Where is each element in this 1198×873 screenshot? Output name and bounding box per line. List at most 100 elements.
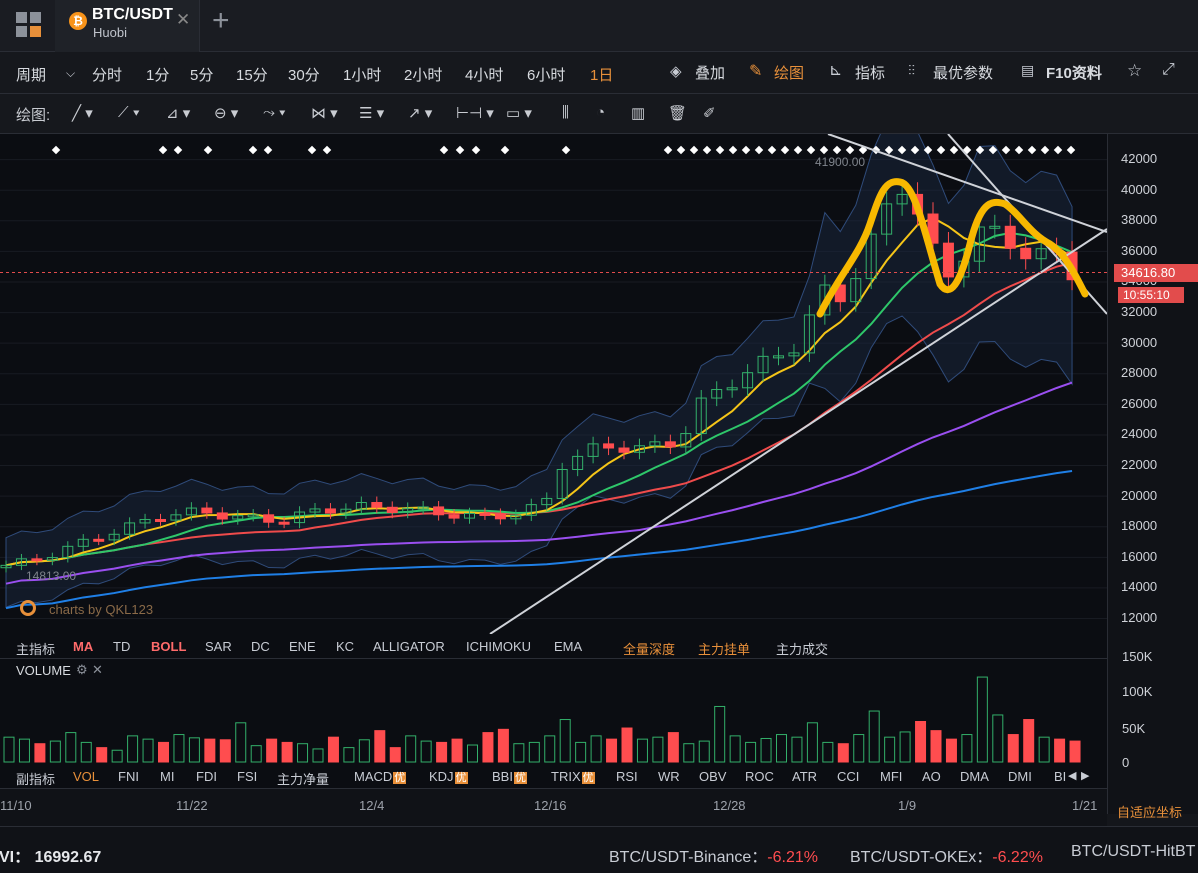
indicator-button[interactable]: 指标 xyxy=(855,65,886,82)
period-2h[interactable]: 2小时 xyxy=(404,67,443,84)
volume-bar xyxy=(853,734,865,763)
fullscreen-icon[interactable]: ⤢ xyxy=(1162,61,1175,78)
eraser-icon[interactable]: ✐ xyxy=(703,105,716,122)
period-1m[interactable]: 1分 xyxy=(146,67,170,84)
sub-indicator-13[interactable]: OBV xyxy=(699,769,726,784)
sub-indicator-1[interactable]: VOL xyxy=(73,769,99,784)
sub-indicator-label: WR xyxy=(658,769,680,784)
y-tick-label: 18000 xyxy=(1121,518,1158,534)
indicator-主力成交[interactable]: 主力成交 xyxy=(776,642,829,657)
y-tick-label: 22000 xyxy=(1121,457,1158,472)
line-tool-icon[interactable]: ╱ ▾ xyxy=(72,105,93,122)
star-icon[interactable]: ☆ xyxy=(1127,61,1143,80)
ticker-okex[interactable]: BTC/USDT-OKEx：-6.22% xyxy=(850,843,1043,867)
volume-chart[interactable] xyxy=(0,658,1107,766)
circle-tool-icon[interactable]: ⊖ ▾ xyxy=(214,105,239,122)
sub-indicator-9[interactable]: BBI 优 xyxy=(492,769,527,785)
indicator-td[interactable]: TD xyxy=(113,639,131,654)
sub-indicator-label: MI xyxy=(160,769,175,784)
indicator-dc[interactable]: DC xyxy=(251,639,270,654)
sub-indicator-16[interactable]: CCI xyxy=(837,769,859,784)
candle-body xyxy=(1020,247,1032,260)
volume-bar xyxy=(374,730,386,763)
sub-indicator-19[interactable]: DMA xyxy=(960,769,989,784)
optimal-params-button[interactable]: 最优参数 xyxy=(933,65,994,82)
indicator-sar[interactable]: SAR xyxy=(205,639,232,654)
indicator-主力挂单[interactable]: 主力挂单 xyxy=(698,642,751,657)
volume-bar xyxy=(34,743,46,763)
overlay-button[interactable]: 叠加 xyxy=(695,65,726,82)
y-tick-label: 42000 xyxy=(1121,151,1158,166)
close-tab-icon[interactable]: ✕ xyxy=(176,10,191,29)
indicator-alligator[interactable]: ALLIGATOR xyxy=(373,639,445,654)
ticker-hitbtc[interactable]: BTC/USDT-HitBT xyxy=(1071,843,1198,861)
sub-indicator-12[interactable]: WR xyxy=(658,769,680,784)
signal-marker xyxy=(471,145,481,155)
period-timeline[interactable]: 分时 xyxy=(92,67,123,84)
draw-button[interactable]: 绘图 xyxy=(774,65,805,82)
period-1h[interactable]: 1小时 xyxy=(343,67,382,84)
y-axis[interactable] xyxy=(1107,134,1198,814)
indicator-ma[interactable]: MA xyxy=(73,639,94,654)
sub-indicator-3[interactable]: MI xyxy=(160,769,174,784)
close-icon[interactable]: ✕ xyxy=(92,662,103,677)
sub-indicator-18[interactable]: AO xyxy=(922,769,941,784)
scroll-left-icon[interactable]: ◀ xyxy=(1068,770,1077,782)
volume-bar xyxy=(219,739,231,763)
sub-indicator-6[interactable]: 主力净量 xyxy=(277,769,329,788)
volume-bar xyxy=(1038,736,1050,763)
volume-bar xyxy=(158,741,169,763)
period-4h[interactable]: 4小时 xyxy=(465,67,504,84)
sub-indicator-20[interactable]: DMI xyxy=(1008,769,1032,784)
period-6h[interactable]: 6小时 xyxy=(527,67,566,84)
sub-indicator-2[interactable]: FNI xyxy=(118,769,139,784)
ray-tool-icon[interactable]: ⟋ ▾ xyxy=(118,104,140,121)
gear-icon[interactable]: ⚙ xyxy=(76,662,88,677)
period-15m[interactable]: 15分 xyxy=(236,67,268,84)
pie-tool-icon[interactable]: ◔ xyxy=(596,104,606,121)
chevron-down-icon[interactable]: ⌵ xyxy=(66,66,76,80)
scroll-right-icon[interactable]: ▶ xyxy=(1081,770,1090,782)
sub-indicator-14[interactable]: ROC xyxy=(745,769,774,784)
sub-indicator-10[interactable]: TRIX 优 xyxy=(551,769,595,785)
sub-indicator-17[interactable]: MFI xyxy=(880,769,902,784)
indicator-全量深度[interactable]: 全量深度 xyxy=(623,642,676,657)
indicator-kc[interactable]: KC xyxy=(336,639,355,654)
bar-tool-icon[interactable]: ▥ xyxy=(631,105,646,122)
sub-indicator-7[interactable]: MACD 优 xyxy=(354,769,407,785)
candle-body xyxy=(263,514,275,523)
path-tool-icon[interactable]: ⤳ ▾ xyxy=(263,104,286,121)
fib-tool-icon[interactable]: ☰ ▾ xyxy=(359,105,385,122)
grid-menu-icon[interactable] xyxy=(16,12,42,38)
comment-tool-icon[interactable]: ▭ ▾ xyxy=(506,105,532,122)
signal-marker xyxy=(1053,145,1063,155)
sub-indicator-8[interactable]: KDJ 优 xyxy=(429,769,468,785)
indicator-ichimoku[interactable]: ICHIMOKU xyxy=(466,639,531,654)
add-tab-icon[interactable]: + xyxy=(212,4,230,37)
sub-indicator-11[interactable]: RSI xyxy=(616,769,638,784)
measure-tool-icon[interactable]: ⊢⊣ ▾ xyxy=(456,105,494,122)
sub-indicator-4[interactable]: FDI xyxy=(196,769,217,784)
sub-indicator-5[interactable]: FSI xyxy=(237,769,257,784)
pattern-tool-icon[interactable]: ⋈ ▾ xyxy=(311,105,338,122)
ticker-binance[interactable]: BTC/USDT-Binance：-6.21% xyxy=(609,843,818,867)
indicator-ema[interactable]: EMA xyxy=(554,639,583,654)
candlestick-chart[interactable] xyxy=(0,134,1107,634)
sub-indicator-21[interactable]: BI xyxy=(1054,769,1066,784)
arrow-tool-icon[interactable]: ↗ ▾ xyxy=(408,105,433,122)
period-30m[interactable]: 30分 xyxy=(288,67,320,84)
f10-button[interactable]: F10资料 xyxy=(1046,65,1102,82)
period-5m[interactable]: 5分 xyxy=(190,67,214,84)
indicator-ene[interactable]: ENE xyxy=(289,639,316,654)
candle-body xyxy=(572,455,584,470)
candle-tool-icon[interactable]: ⫼ xyxy=(562,104,569,121)
sub-indicator-15[interactable]: ATR xyxy=(792,769,817,784)
period-1d[interactable]: 1日 xyxy=(590,67,614,84)
channel-tool-icon[interactable]: ⊿ ▾ xyxy=(166,105,191,122)
trash-icon[interactable]: 🗑 xyxy=(668,105,688,122)
volume-bar xyxy=(806,722,818,763)
volume-bar xyxy=(405,735,417,763)
indicator-boll[interactable]: BOLL xyxy=(151,639,187,654)
sub-indicator-label: BI xyxy=(1054,769,1067,784)
adaptive-coords-button[interactable]: 自适应坐标 xyxy=(1117,805,1183,820)
